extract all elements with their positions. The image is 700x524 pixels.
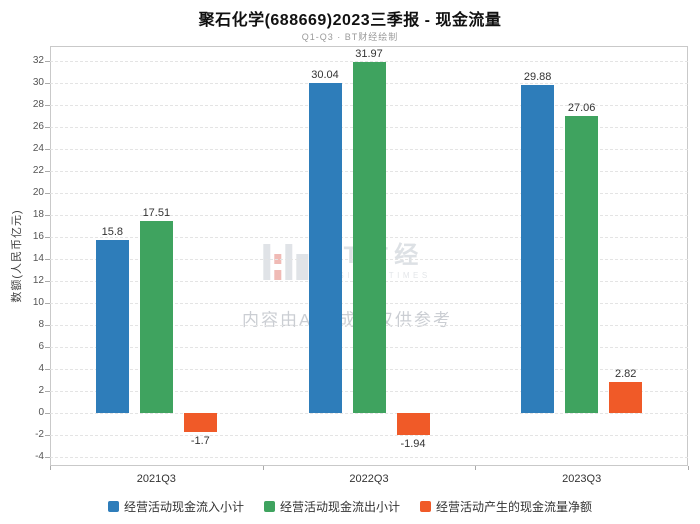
gridline <box>50 457 688 459</box>
y-tick-mark <box>45 391 50 393</box>
y-tick-mark <box>45 171 50 173</box>
bar-value-label: -1.94 <box>400 437 426 450</box>
legend-label: 经营活动现金流出小计 <box>279 500 400 514</box>
bar-value-label: 15.8 <box>101 225 124 238</box>
y-tick-label: -2 <box>35 429 44 441</box>
bar-inflow-2021Q3 <box>95 239 129 414</box>
y-tick-mark <box>45 83 50 85</box>
bar-value-label: 17.51 <box>142 206 171 219</box>
y-tick-mark <box>45 413 50 415</box>
x-tick-mark <box>688 466 689 470</box>
bar-value-label: 31.97 <box>355 47 383 60</box>
bar-value-label: 2.82 <box>614 368 637 381</box>
y-tick-mark <box>45 149 50 151</box>
legend-label: 经营活动产生的现金流量净额 <box>436 500 593 514</box>
chart-title: 聚石化学(688669)2023三季报 - 现金流量 <box>198 12 502 29</box>
y-tick-label: 4 <box>38 363 44 375</box>
x-tick-mark <box>50 466 51 470</box>
legend-swatch <box>420 501 431 512</box>
y-tick-mark <box>45 457 50 459</box>
y-tick-mark <box>45 237 50 239</box>
bar-net-2022Q3 <box>396 413 430 435</box>
y-tick-label: 16 <box>32 231 44 243</box>
y-tick-mark <box>45 369 50 371</box>
legend-item-outflow[interactable]: 经营活动现金流出小计 <box>263 498 400 515</box>
y-tick-label: 8 <box>38 319 44 331</box>
bar-inflow-2022Q3 <box>308 82 342 414</box>
bar-outflow-2021Q3 <box>139 220 173 414</box>
y-tick-label: 26 <box>32 121 44 133</box>
y-tick-mark <box>45 347 50 349</box>
y-tick-label: 12 <box>32 275 44 287</box>
y-tick-label: -4 <box>35 451 44 463</box>
y-tick-label: 2 <box>38 385 44 397</box>
y-tick-mark <box>45 105 50 107</box>
gridline <box>50 435 688 437</box>
bar-outflow-2022Q3 <box>352 61 386 414</box>
bar-outflow-2023Q3 <box>565 115 599 414</box>
y-tick-mark <box>45 303 50 305</box>
chart-subtitle: Q1-Q3 · BT财经绘制 <box>301 32 399 42</box>
y-tick-label: 22 <box>32 165 44 177</box>
y-tick-mark <box>45 215 50 217</box>
legend-swatch <box>107 501 119 512</box>
y-tick-label: 32 <box>32 55 44 67</box>
bar-value-label: -1.7 <box>190 434 210 447</box>
y-tick-mark <box>45 127 50 129</box>
x-category-label: 2023Q3 <box>562 473 602 485</box>
bar-inflow-2023Q3 <box>521 84 555 414</box>
y-tick-mark <box>45 193 50 195</box>
bar-net-2023Q3 <box>609 382 643 414</box>
y-tick-mark <box>45 61 50 63</box>
x-tick-mark <box>262 466 264 470</box>
y-tick-label: 14 <box>32 253 44 265</box>
y-tick-label: 20 <box>32 187 44 199</box>
legend-label: 经营活动现金流入小计 <box>123 500 244 514</box>
y-tick-label: 28 <box>32 99 44 111</box>
x-category-label: 2021Q3 <box>136 473 176 485</box>
gridline <box>50 413 688 415</box>
x-category-label: 2022Q3 <box>349 473 389 485</box>
legend-swatch <box>263 501 275 512</box>
bar-value-label: 29.88 <box>523 70 552 83</box>
y-tick-label: 10 <box>32 297 44 309</box>
bar-value-label: 30.04 <box>311 68 339 81</box>
y-tick-label: 6 <box>38 341 44 353</box>
y-tick-label: 18 <box>32 209 44 221</box>
y-tick-mark <box>45 281 50 283</box>
bar-net-2021Q3 <box>183 413 217 432</box>
x-tick-mark <box>475 466 477 470</box>
y-tick-label: 24 <box>32 143 44 155</box>
y-tick-label: 0 <box>38 407 44 419</box>
y-tick-label: 30 <box>32 77 44 89</box>
y-tick-mark <box>45 325 50 327</box>
y-tick-mark <box>45 259 50 261</box>
bar-value-label: 27.06 <box>567 101 596 114</box>
legend: 经营活动现金流入小计 经营活动现金流出小计 经营活动产生的现金流量净额 <box>0 498 700 515</box>
legend-item-inflow[interactable]: 经营活动现金流入小计 <box>107 498 244 515</box>
legend-item-net[interactable]: 经营活动产生的现金流量净额 <box>420 498 592 515</box>
y-tick-mark <box>45 435 50 437</box>
